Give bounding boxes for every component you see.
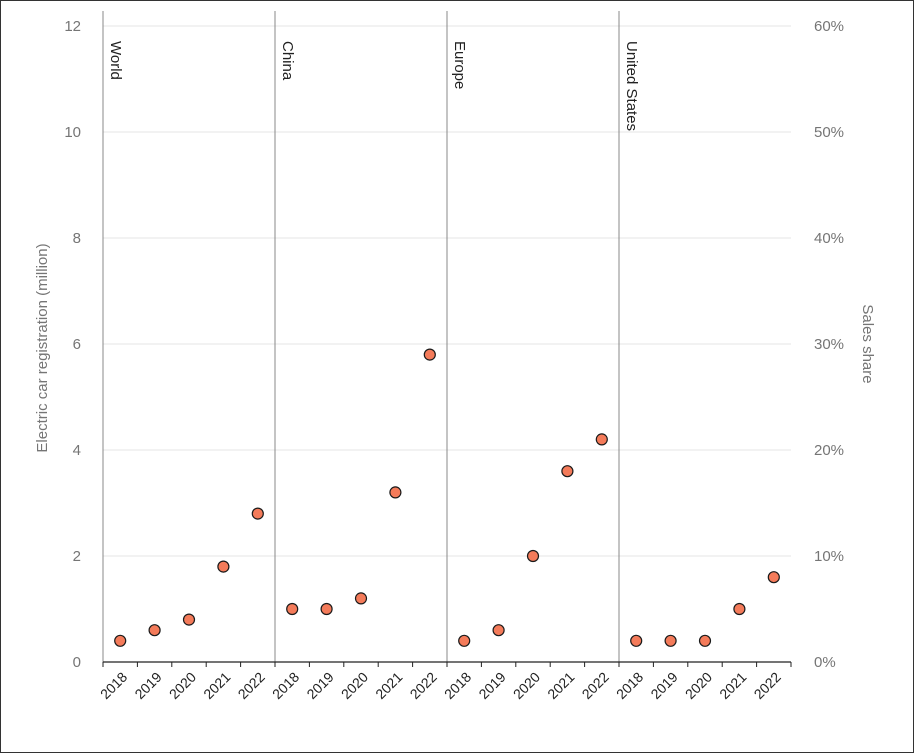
data-point — [354, 592, 368, 605]
x-tick-label: 2018 — [441, 669, 474, 702]
data-points — [114, 348, 780, 647]
y2-tick-label: 0% — [814, 654, 836, 671]
y2-tick-label: 40% — [814, 230, 844, 247]
x-tick-label: 2021 — [716, 669, 749, 702]
data-point — [286, 602, 299, 616]
x-tick-label: 2021 — [544, 669, 577, 702]
data-point — [630, 634, 643, 647]
x-tick-label: 2019 — [131, 669, 164, 702]
data-point — [767, 571, 780, 584]
x-tick-label: 2018 — [97, 669, 130, 702]
panel-label: Europe — [451, 41, 468, 89]
x-tick-label: 2020 — [338, 669, 371, 702]
data-point — [423, 348, 436, 361]
x-tick-label: 2020 — [510, 669, 543, 702]
data-point — [114, 634, 127, 647]
y-tick-label: 2 — [73, 548, 81, 565]
data-point — [561, 465, 574, 478]
y-tick-label: 8 — [73, 230, 81, 247]
y2-tick-label: 10% — [814, 548, 844, 565]
y2-tick-label: 50% — [814, 124, 844, 141]
panel-dividers — [102, 11, 620, 662]
x-tick-label: 2018 — [269, 669, 302, 702]
y2-tick-label: 20% — [814, 442, 844, 459]
data-point — [182, 613, 196, 626]
panel-labels: World China Europe United States — [107, 41, 640, 131]
y-axis-title: Electric car registration (million) — [34, 243, 51, 452]
y-tick-label: 10 — [64, 124, 81, 141]
x-tick-label: 2020 — [682, 669, 715, 702]
data-point — [148, 624, 161, 637]
data-point — [320, 602, 333, 616]
data-point — [389, 486, 402, 499]
y-tick-label: 4 — [73, 442, 81, 459]
panel-label: World — [107, 41, 124, 80]
x-tick-label: 2021 — [200, 669, 233, 702]
axes — [102, 661, 792, 667]
data-point — [251, 507, 264, 520]
x-tick-label: 2022 — [579, 669, 612, 702]
x-tick-label: 2018 — [613, 669, 646, 702]
x-tick-labels: 2018 2019 2020 2021 2022 2018 2019 2020 2021 2022… — [97, 669, 784, 702]
data-point — [526, 549, 540, 563]
y2-tick-labels: 0% 10% 20% 30% 40% 50% 60% — [814, 18, 844, 671]
x-tick-label: 2022 — [407, 669, 440, 702]
data-point — [664, 634, 677, 647]
data-point — [595, 433, 608, 446]
data-point — [733, 602, 746, 616]
panel-label: China — [279, 41, 296, 81]
data-point — [458, 634, 471, 647]
y-tick-labels: 0 2 4 6 8 10 12 — [64, 18, 81, 671]
y-tick-label: 6 — [73, 336, 81, 353]
data-point — [492, 624, 505, 637]
x-tick-label: 2019 — [475, 669, 508, 702]
x-tick-label: 2019 — [647, 669, 680, 702]
x-tick-label: 2022 — [751, 669, 784, 702]
data-point — [698, 634, 712, 647]
y2-tick-label: 30% — [814, 336, 844, 353]
data-point — [217, 560, 230, 573]
y2-tick-label: 60% — [814, 18, 844, 35]
y-tick-label: 12 — [64, 18, 81, 35]
x-tick-label: 2022 — [235, 669, 268, 702]
x-tick-label: 2021 — [372, 669, 405, 702]
y2-axis-title: Sales share — [859, 304, 876, 383]
panel-label: United States — [623, 41, 640, 131]
y-tick-label: 0 — [73, 654, 81, 671]
x-tick-label: 2019 — [303, 669, 336, 702]
x-tick-label: 2020 — [166, 669, 199, 702]
